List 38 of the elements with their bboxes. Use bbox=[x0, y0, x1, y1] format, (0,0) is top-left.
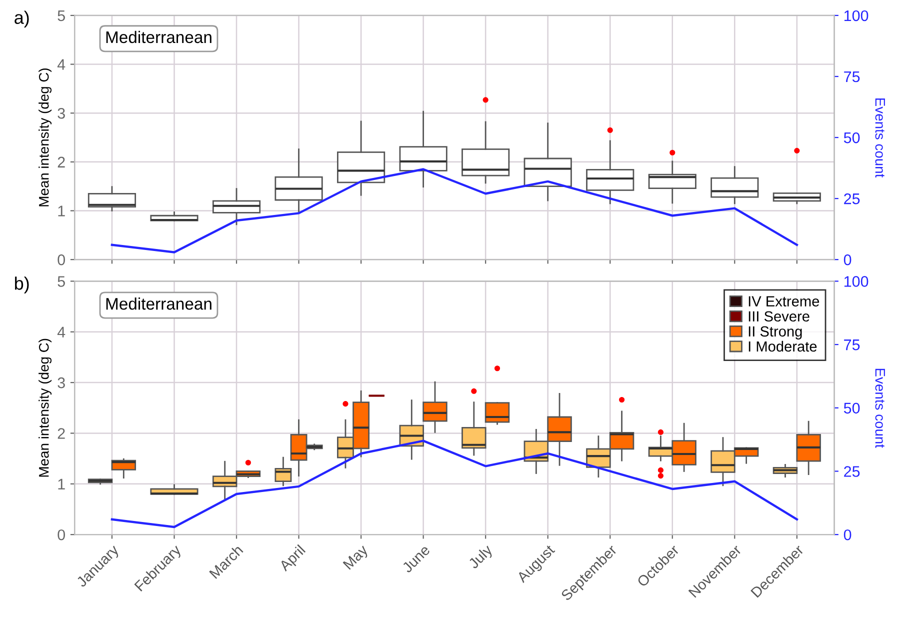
y-tick-label: 2 bbox=[58, 428, 65, 439]
y-tick-label: 4 bbox=[57, 326, 66, 338]
y2-tick-label: 75 bbox=[844, 340, 860, 350]
y-axis-title: Mean intensity (deg C) bbox=[38, 68, 52, 206]
y-tick-label: 1 bbox=[58, 206, 65, 216]
y2-tick-label: 100 bbox=[844, 276, 868, 287]
y2-tick-label: 100 bbox=[844, 10, 868, 22]
y2-tick-label: 75 bbox=[844, 72, 860, 82]
y-tick-label: 5 bbox=[58, 276, 65, 287]
x-tick-label: July bbox=[467, 544, 496, 572]
line-series bbox=[110, 168, 798, 254]
y2-axis-title: Events count bbox=[875, 368, 885, 448]
y-tick-label: 2 bbox=[58, 156, 65, 168]
y-tick-label: 0 bbox=[58, 254, 65, 266]
y-tick-label: 1 bbox=[58, 478, 65, 490]
legend-label: III Severe bbox=[748, 311, 810, 322]
y2-tick-label: 50 bbox=[844, 132, 860, 144]
y2-tick-label: 0 bbox=[844, 529, 852, 540]
y2-axis-title: Events count bbox=[875, 98, 885, 178]
y2-tick-label: 25 bbox=[844, 193, 860, 204]
legend-label: IV Extreme bbox=[748, 296, 820, 306]
line-series bbox=[110, 440, 798, 528]
annotation: Mediterranean bbox=[106, 30, 212, 44]
y-tick-label: 4 bbox=[57, 59, 66, 70]
legend-label: II Strong bbox=[748, 326, 802, 340]
chart-title: a) bbox=[14, 10, 29, 28]
chart-title: b) bbox=[15, 276, 29, 294]
y-axis-title: Mean intensity (deg C) bbox=[38, 338, 52, 477]
y2-tick-label: 25 bbox=[844, 466, 860, 477]
y2-tick-label: 50 bbox=[844, 402, 860, 414]
annotation: Mediterranean bbox=[106, 297, 212, 310]
x-tick-label: May bbox=[342, 544, 371, 572]
y-tick-label: 3 bbox=[58, 377, 65, 388]
y-tick-label: 5 bbox=[58, 10, 65, 22]
y-tick-label: 3 bbox=[58, 108, 65, 119]
legend-label: I Moderate bbox=[748, 340, 817, 352]
y-tick-label: 0 bbox=[58, 529, 65, 540]
y2-tick-label: 0 bbox=[844, 254, 852, 266]
